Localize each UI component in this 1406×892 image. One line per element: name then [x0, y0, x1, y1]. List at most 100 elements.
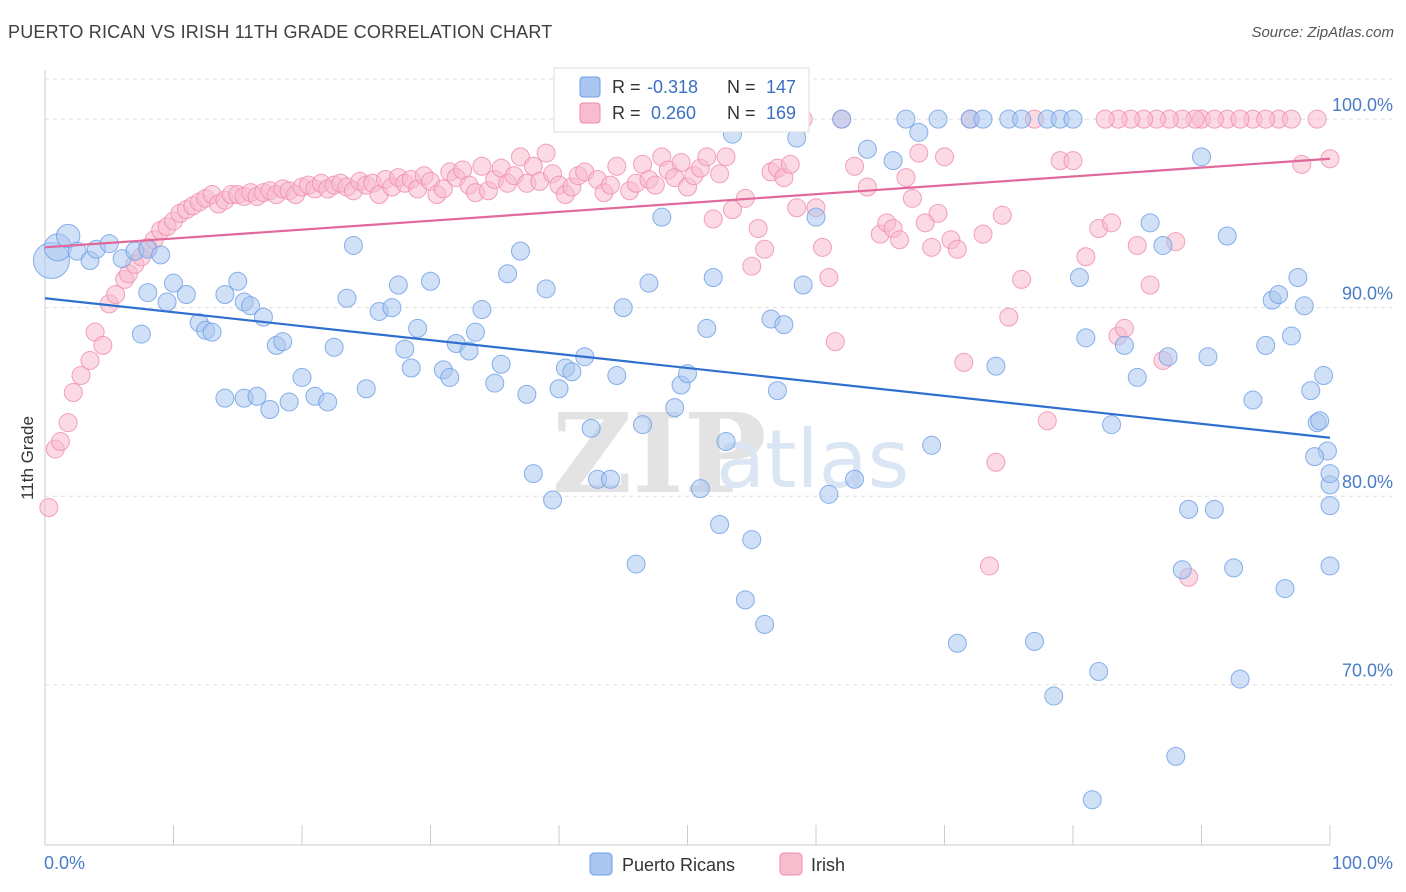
data-point [1127, 235, 1147, 255]
data-point [1102, 213, 1122, 233]
data-point [767, 381, 787, 401]
data-point [600, 469, 620, 489]
data-point [890, 230, 910, 250]
data-point [395, 339, 415, 359]
data-point [639, 273, 659, 293]
data-point [703, 209, 723, 229]
data-point [71, 366, 91, 386]
data-point [1256, 109, 1276, 129]
trend-line-puerto-ricans [44, 297, 1331, 439]
data-point [1037, 411, 1057, 431]
data-point [1140, 213, 1160, 233]
legend-stats: R = -0.318 N = 147 R = 0.260 N = 169 [553, 67, 810, 133]
data-point [106, 284, 126, 304]
data-point [1294, 296, 1314, 316]
data-point [626, 554, 646, 574]
data-point [1307, 109, 1327, 129]
data-point [928, 203, 948, 223]
data-point [1012, 109, 1032, 129]
data-point [67, 241, 87, 261]
data-point [825, 332, 845, 352]
data-point [973, 109, 993, 129]
data-point [1140, 275, 1160, 295]
data-point [433, 179, 453, 199]
x-tick-label: 100.0% [1332, 853, 1393, 873]
data-point [1224, 558, 1244, 578]
data-point [459, 341, 479, 361]
data-point [742, 256, 762, 276]
data-point [472, 156, 492, 176]
data-point [607, 156, 627, 176]
legend-r-value-1: 0.260 [651, 103, 696, 123]
data-point [318, 392, 338, 412]
data-point [491, 354, 511, 374]
data-point [337, 288, 357, 308]
data-point [703, 268, 723, 288]
data-point [915, 213, 935, 233]
data-point [1089, 662, 1109, 682]
legend-swatch-puerto-ricans [579, 76, 601, 98]
data-point [710, 514, 730, 534]
data-point [1198, 347, 1218, 367]
data-point [909, 122, 929, 142]
data-point [928, 109, 948, 129]
data-point [986, 356, 1006, 376]
data-point [645, 175, 665, 195]
data-point [697, 318, 717, 338]
data-point [1217, 226, 1237, 246]
data-point [748, 218, 768, 238]
data-point [793, 275, 813, 295]
y-tick-label: 100.0% [1332, 95, 1393, 115]
data-point [1314, 366, 1334, 386]
data-point [273, 332, 293, 352]
data-point [1082, 790, 1102, 810]
data-point [1102, 415, 1122, 435]
data-point [755, 614, 775, 634]
data-point [716, 147, 736, 167]
trend-line-irish [44, 157, 1331, 249]
data-point [1114, 335, 1134, 355]
data-point [39, 498, 59, 518]
data-point [922, 237, 942, 257]
data-point [909, 143, 929, 163]
data-point [241, 296, 261, 316]
data-point [472, 300, 492, 320]
data-point [896, 109, 916, 129]
data-point [581, 418, 601, 438]
data-point [947, 633, 967, 653]
legend-r-label-0: R = [612, 77, 641, 97]
data-point [845, 156, 865, 176]
data-point [742, 530, 762, 550]
data-point [819, 484, 839, 504]
data-point [228, 271, 248, 291]
data-point [50, 432, 70, 452]
data-point [80, 350, 100, 370]
data-point [510, 147, 530, 167]
data-point [1063, 151, 1083, 171]
data-point [138, 283, 158, 303]
data-point [1320, 556, 1340, 576]
data-point [1281, 326, 1301, 346]
legend-swatch-irish [579, 102, 601, 124]
data-point [1230, 669, 1250, 689]
data-point [517, 384, 537, 404]
data-point [613, 298, 633, 318]
data-point [1243, 390, 1263, 410]
y-tick-label: 80.0% [1342, 472, 1393, 492]
data-point [176, 284, 196, 304]
data-point [498, 264, 518, 284]
data-point [1305, 447, 1325, 467]
data-point [1069, 268, 1089, 288]
x-tick-label: 0.0% [44, 853, 85, 873]
data-point [1063, 109, 1083, 129]
data-point [1114, 318, 1134, 338]
data-point [1310, 411, 1330, 431]
data-point [954, 352, 974, 372]
data-point [1076, 328, 1096, 348]
data-point [247, 386, 267, 406]
legend-bottom-swatch-puerto-ricans [589, 852, 613, 876]
data-point [979, 556, 999, 576]
legend-n-value-0: 147 [766, 77, 796, 97]
data-point [607, 366, 627, 386]
